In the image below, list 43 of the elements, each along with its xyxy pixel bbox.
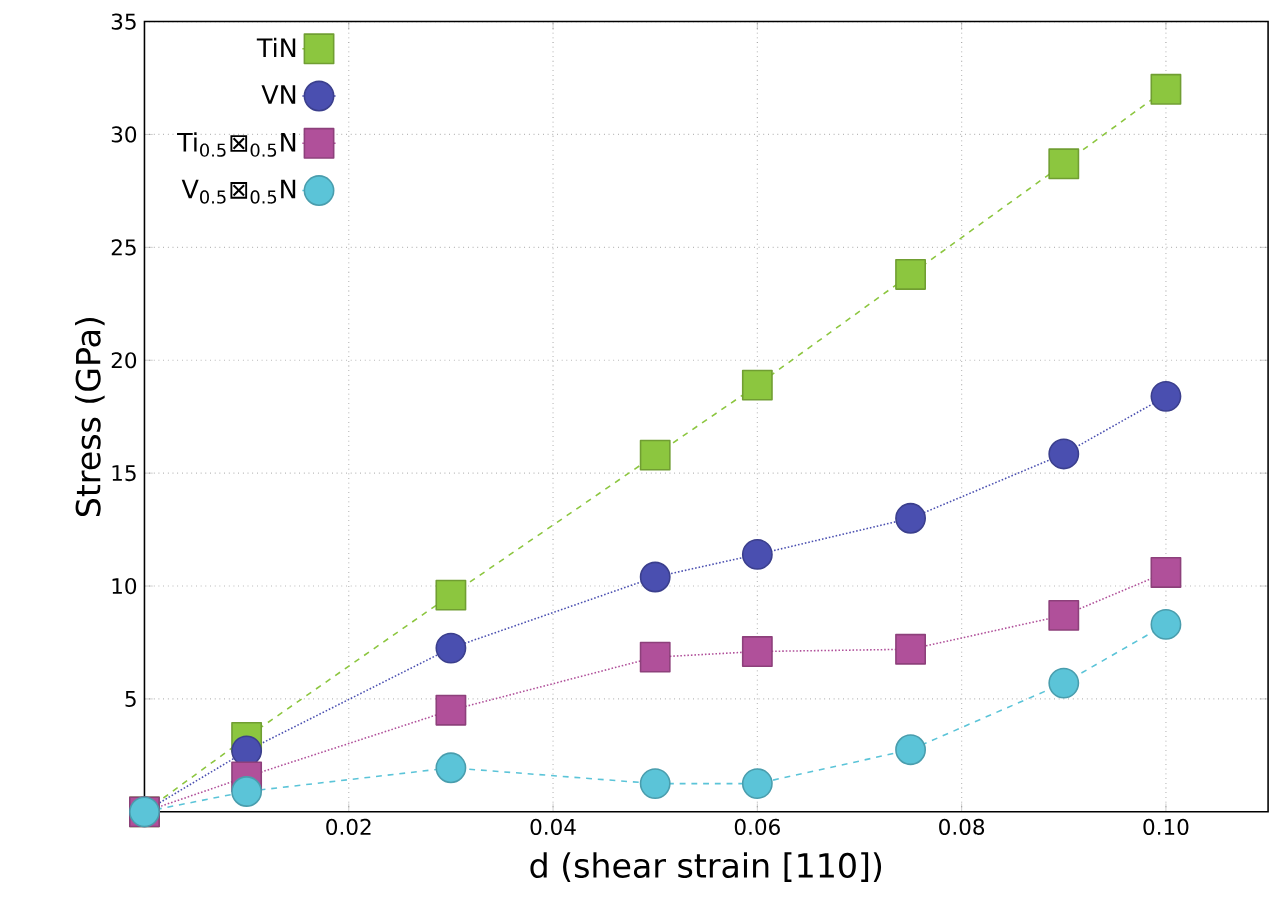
point [1150, 557, 1182, 589]
point [741, 768, 773, 800]
point [741, 539, 773, 571]
point [1150, 74, 1182, 105]
point [435, 579, 467, 611]
legend-label: VN [261, 85, 296, 105]
y-tick-label: 35 [111, 13, 136, 30]
point [1048, 667, 1080, 699]
y-tick-label: 30 [111, 126, 137, 143]
point [1048, 438, 1080, 470]
legend-label: TiN [256, 37, 296, 58]
point [231, 776, 263, 808]
y-tick-label: 15 [112, 465, 136, 482]
point [895, 259, 926, 291]
x-tick-label: 0.02 [326, 818, 371, 836]
y-axis-title: Stress (GPa) [75, 318, 105, 517]
point [741, 369, 773, 401]
legend-label: V$_{0.5}$⊠$_{0.5}$N [181, 180, 296, 204]
y-tick-label: 5 [125, 691, 136, 708]
y-tick-label: 10 [112, 578, 137, 595]
y-tick-label: 20 [111, 352, 137, 369]
point [435, 632, 467, 664]
point [895, 503, 926, 534]
legend-label: Ti$_{0.5}$⊠$_{0.5}$N [177, 132, 296, 158]
point [639, 641, 671, 673]
point [741, 636, 773, 668]
point [1150, 381, 1182, 412]
y-tick-label: 25 [111, 239, 136, 256]
point [1150, 609, 1182, 641]
point [639, 768, 671, 800]
x-tick-label: 0.10 [1143, 818, 1189, 836]
point [1048, 600, 1080, 632]
x-tick-label: 0.08 [939, 818, 985, 836]
point [435, 694, 467, 726]
point [435, 752, 467, 784]
point [895, 734, 926, 766]
x-tick-label: 0.06 [734, 818, 780, 836]
x-axis-title: d (shear strain [110]) [530, 852, 882, 883]
point [639, 439, 671, 471]
point [639, 561, 671, 593]
x-tick-label: 0.04 [530, 818, 576, 836]
point [895, 634, 926, 665]
point [1048, 148, 1080, 180]
